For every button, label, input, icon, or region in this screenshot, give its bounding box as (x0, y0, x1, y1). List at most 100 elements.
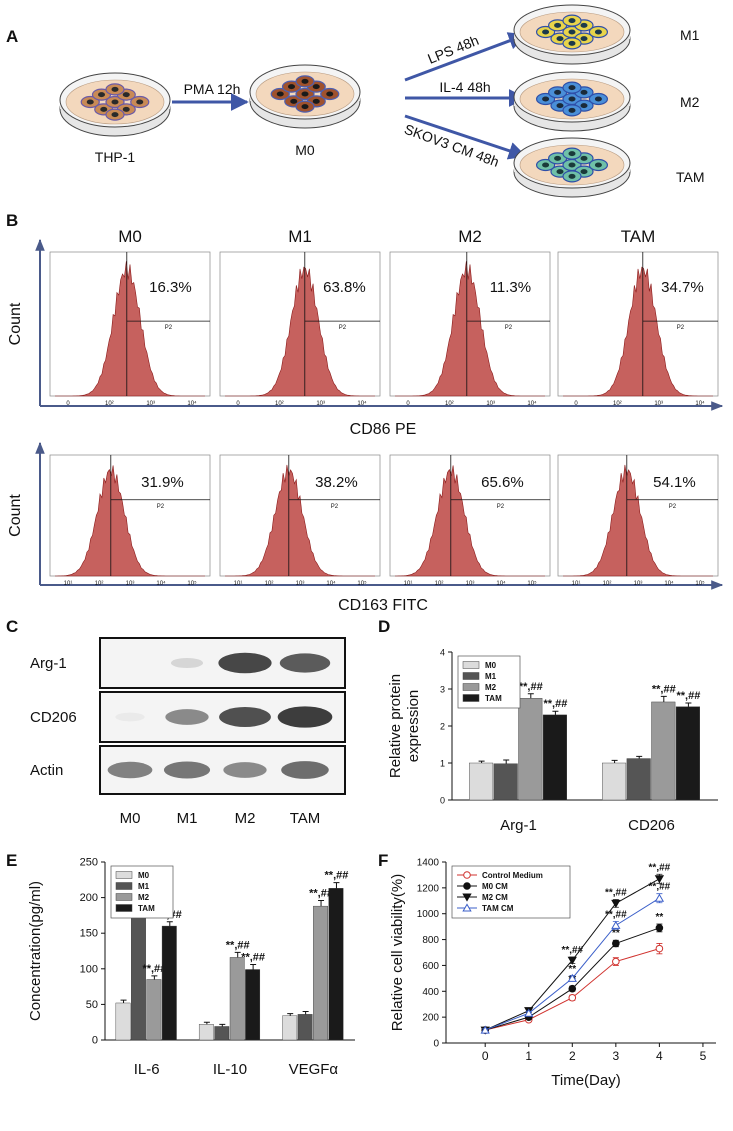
x-tick-label: 3 (612, 1049, 619, 1063)
x-tick-label: 10⁵ (695, 580, 705, 587)
percentage: 16.3% (149, 279, 192, 296)
percentage: 31.9% (141, 474, 184, 491)
gate-label: P2 (497, 504, 505, 510)
histogram (225, 266, 375, 397)
histogram (563, 266, 713, 397)
y-tick-label: 1400 (417, 858, 440, 869)
nucleus (568, 151, 576, 157)
error-bar (333, 882, 340, 889)
y-tick-label: 400 (422, 987, 439, 998)
percentage: 34.7% (661, 279, 704, 296)
marker (654, 893, 665, 902)
nucleus (542, 29, 550, 35)
arrow (404, 114, 527, 160)
bar (542, 714, 567, 801)
bar (198, 1024, 214, 1041)
gate-label: P2 (165, 325, 173, 331)
band (277, 706, 333, 728)
y-tick-label: 1000 (417, 909, 440, 920)
band (107, 761, 153, 779)
nucleus (301, 78, 309, 84)
error-bar (503, 759, 510, 764)
y-tick-label: 250 (80, 857, 98, 869)
x-tick-label: 10⁴ (156, 580, 166, 587)
x-tick-label: Arg-1 (500, 817, 537, 834)
error-bar (166, 921, 173, 927)
nucleus (580, 103, 588, 109)
legend-swatch (462, 672, 480, 680)
legend-swatch (115, 871, 133, 879)
marker (612, 957, 620, 966)
significance: ** (655, 912, 663, 923)
legend-label: TAM (138, 904, 155, 913)
x-tick-label: 10¹ (234, 581, 243, 587)
x-tick-label: 10⁴ (357, 400, 367, 407)
x-tick-label: 10³ (486, 401, 495, 407)
nucleus (568, 107, 576, 113)
histogram (563, 464, 713, 577)
x-tick-label: 10² (445, 401, 454, 407)
column-label: M0 (118, 227, 142, 246)
y-tick-label: 1 (440, 759, 445, 769)
nucleus (594, 96, 602, 102)
percentage: 54.1% (653, 474, 696, 491)
legend-label: M2 (485, 683, 497, 692)
significance: **,## (561, 945, 583, 956)
stage-label: THP-1 (95, 149, 136, 165)
column-label: M2 (235, 810, 256, 827)
nucleus (568, 173, 576, 179)
error-bar (219, 1023, 226, 1027)
nucleus (276, 91, 284, 97)
marker (524, 1008, 534, 1017)
column-label: M1 (288, 227, 312, 246)
band (165, 709, 209, 725)
bar (297, 1014, 313, 1041)
bar (518, 698, 543, 801)
marker (655, 944, 664, 953)
axis-title: Relative cell viability(%) (389, 874, 406, 1032)
error-bar (636, 755, 643, 759)
error-bar (302, 1011, 309, 1015)
axis-title: CD86 PE (350, 421, 417, 438)
error-bar (250, 964, 257, 970)
nucleus (580, 89, 588, 95)
nucleus (594, 162, 602, 168)
nucleus (580, 36, 588, 42)
histogram (55, 465, 205, 577)
error-bar (287, 1013, 294, 1016)
significance: **,## (605, 887, 627, 898)
error-bar (611, 759, 618, 763)
x-tick-label: 10⁴ (695, 400, 705, 407)
x-tick-label: 10¹ (404, 581, 413, 587)
y-tick-label: 3 (440, 685, 445, 695)
panel-a: A THP-1 PMA 12h M0 LPS 48h IL-4 48h SKOV… (6, 4, 705, 198)
x-tick-label: 10⁴ (527, 400, 537, 407)
row-label: Arg-1 (30, 655, 67, 672)
nucleus (312, 98, 320, 104)
nucleus (111, 86, 119, 92)
x-tick-label: CD206 (628, 817, 675, 834)
significance: **,## (226, 939, 250, 951)
error-bar (151, 975, 158, 980)
legend-swatch (115, 882, 133, 890)
marker (567, 956, 577, 965)
percentage: 63.8% (323, 279, 366, 296)
significance: **,## (649, 882, 671, 893)
row-label: Actin (30, 762, 63, 779)
nucleus (301, 104, 309, 110)
significance: ** (612, 928, 620, 939)
x-tick-label: 10¹ (572, 581, 581, 587)
legend-label: M1 (138, 882, 150, 891)
x-tick-label: 10³ (146, 401, 155, 407)
percentage: 11.3% (490, 279, 531, 296)
row-label: CD206 (30, 709, 77, 726)
x-tick-label: 10³ (654, 401, 663, 407)
nucleus (580, 169, 588, 175)
y-tick-label: 100 (80, 963, 98, 975)
x-tick-label: 10⁵ (187, 580, 197, 587)
significance: **,## (142, 963, 166, 975)
gate-label: P2 (677, 325, 685, 331)
x-tick-label: 0 (66, 401, 70, 407)
gate-label: P2 (669, 504, 677, 510)
axis-title: Count (7, 494, 24, 537)
